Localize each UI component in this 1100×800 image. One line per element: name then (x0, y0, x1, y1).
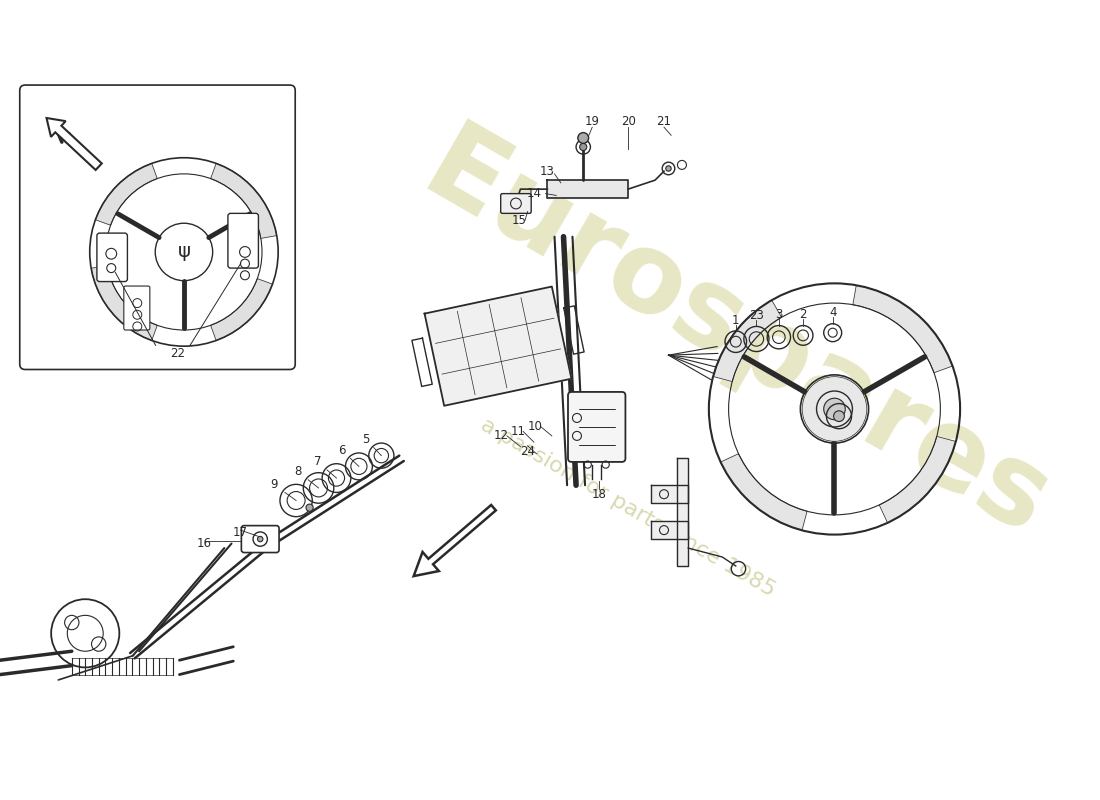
Wedge shape (210, 163, 277, 238)
Wedge shape (720, 454, 807, 530)
Polygon shape (678, 458, 689, 566)
Text: 20: 20 (620, 115, 636, 128)
Wedge shape (91, 266, 157, 341)
Text: ψ: ψ (177, 242, 190, 262)
Polygon shape (650, 486, 689, 503)
Circle shape (257, 536, 263, 542)
Circle shape (834, 410, 845, 422)
Text: 6: 6 (338, 444, 345, 457)
Text: 21: 21 (657, 115, 671, 128)
Text: 13: 13 (540, 165, 554, 178)
Text: 8: 8 (294, 466, 301, 478)
Text: 24: 24 (520, 445, 535, 458)
Wedge shape (713, 300, 781, 382)
Circle shape (578, 133, 588, 143)
Text: 2: 2 (800, 308, 806, 322)
Text: 9: 9 (270, 478, 277, 491)
Wedge shape (210, 278, 273, 341)
Text: 3: 3 (776, 308, 782, 322)
FancyBboxPatch shape (241, 526, 279, 553)
Text: 22: 22 (170, 347, 185, 360)
Text: 12: 12 (493, 430, 508, 442)
Text: a passion for parts since 1985: a passion for parts since 1985 (477, 414, 779, 601)
FancyBboxPatch shape (568, 392, 626, 462)
Wedge shape (852, 286, 953, 373)
Circle shape (666, 166, 671, 171)
Text: Eurospares: Eurospares (405, 115, 1067, 559)
Wedge shape (96, 163, 157, 226)
Polygon shape (650, 521, 689, 539)
Text: 7: 7 (314, 455, 321, 469)
Text: 10: 10 (527, 421, 542, 434)
Polygon shape (548, 180, 628, 198)
Polygon shape (425, 286, 571, 406)
Circle shape (824, 398, 845, 420)
Text: 19: 19 (585, 115, 600, 128)
Text: 17: 17 (233, 526, 248, 539)
FancyBboxPatch shape (124, 286, 150, 330)
Text: 15: 15 (512, 214, 526, 227)
Text: 23: 23 (749, 309, 763, 322)
Text: 5: 5 (362, 433, 370, 446)
Circle shape (802, 377, 867, 442)
FancyBboxPatch shape (228, 214, 258, 268)
FancyBboxPatch shape (97, 233, 128, 282)
FancyBboxPatch shape (500, 194, 531, 214)
Text: 4: 4 (829, 306, 836, 319)
FancyArrow shape (414, 505, 496, 576)
Text: 1: 1 (732, 314, 739, 326)
Text: 11: 11 (512, 425, 526, 438)
Text: 14: 14 (527, 187, 541, 200)
FancyBboxPatch shape (20, 85, 295, 370)
Circle shape (580, 143, 586, 150)
Text: 18: 18 (592, 488, 607, 501)
FancyArrow shape (46, 118, 102, 170)
Circle shape (306, 504, 313, 511)
Wedge shape (879, 436, 956, 523)
Text: 16: 16 (197, 537, 212, 550)
